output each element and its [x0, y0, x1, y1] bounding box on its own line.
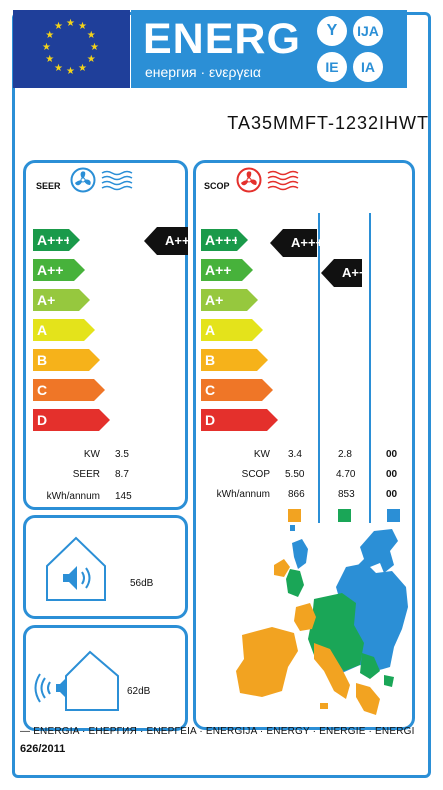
flag-star: ★ [86, 54, 96, 65]
scop-rating-arrow-2: A++ [321, 259, 367, 287]
flag-star: ★ [90, 42, 99, 53]
flag-star: ★ [42, 42, 51, 53]
scop-row-value-kwh-2: 853 [338, 489, 355, 500]
energy-title: ENERG [143, 15, 301, 63]
outdoor-noise-panel: 62dB [23, 625, 188, 731]
scop-scale-bar: A+ [201, 289, 258, 311]
fan-icon [236, 167, 262, 193]
lang-badge-y: Y [317, 16, 347, 46]
flag-star: ★ [78, 21, 87, 33]
flag-star: ★ [66, 18, 75, 29]
seer-scale-bar: A+++ [33, 229, 80, 251]
seer-scale-bar: C [33, 379, 105, 401]
seer-row-value-kw: 3.5 [115, 449, 129, 460]
scop-row-label-kwh: kWh/annum [216, 489, 270, 500]
model-number: TA35MMFT-1232IHWT [227, 113, 429, 133]
flag-star: ★ [45, 30, 55, 41]
climate-square-warmer [288, 509, 301, 522]
scop-scale-bar: A+++ [201, 229, 248, 251]
scop-row-value-kw-3: 00 [386, 449, 398, 460]
scop-title: SCOP [204, 181, 230, 191]
scop-scale-bar: D [201, 409, 278, 431]
lang-badge-ia: IA [353, 52, 383, 82]
scop-row-value-kw-2: 2.8 [338, 449, 352, 460]
scop-row-value-scop-3: 00 [386, 469, 398, 480]
flag-star: ★ [45, 54, 55, 65]
seer-rating-arrow: A+++ [144, 227, 197, 255]
eu-flag: ★ ★ ★ ★ ★ ★ ★ ★ ★ ★ ★ ★ [13, 10, 130, 88]
flag-star: ★ [54, 21, 63, 33]
scop-row-value-kwh-3: 00 [386, 489, 398, 500]
scop-scale-bar: A [201, 319, 263, 341]
lang-badge-ie: IE [317, 52, 347, 82]
seer-row-label-kwh: kWh/annum [46, 491, 100, 502]
footer-languages-text: ENERGIA · ЕНЕРГИЯ · ΕΝΕΡΓΕΙΑ · ENERGIJA … [33, 726, 415, 737]
seer-row-value-kwh: 145 [115, 491, 132, 502]
cold-air-icon [101, 170, 133, 191]
outdoor-noise-value: 62dB [127, 686, 151, 697]
fan-icon [70, 167, 96, 193]
seer-scale-bar: A [33, 319, 95, 341]
seer-scale-bar: D [33, 409, 110, 431]
flag-star: ★ [78, 62, 87, 74]
seer-title: SEER [36, 181, 61, 191]
footer-languages: — ENERGIA · ЕНЕРГИЯ · ΕΝΕΡΓΕΙΑ · ENERGIJ… [20, 726, 415, 737]
energy-header: ENERG енергия · ενεργεια Y IJA IE IA [131, 10, 407, 88]
scop-row-value-kw-1: 3.4 [288, 449, 302, 460]
flag-star: ★ [66, 66, 75, 77]
energy-subtitle: енергия · ενεργεια [145, 64, 261, 80]
scop-scale-bar: A++ [201, 259, 253, 281]
scop-row-label-kw: KW [253, 449, 270, 460]
indoor-noise-panel: 56dB [23, 515, 188, 619]
outdoor-unit-speaker-icon [34, 650, 119, 711]
flag-star: ★ [86, 30, 96, 41]
climate-square-colder [387, 509, 400, 522]
heat-air-icon [267, 170, 299, 191]
climate-divider-1 [318, 213, 320, 523]
indoor-noise-value: 56dB [130, 578, 154, 589]
lang-badge-ija: IJA [353, 16, 383, 46]
scop-row-value-kwh-1: 866 [288, 489, 305, 500]
climate-square-average [338, 509, 351, 522]
seer-scale-bar: A+ [33, 289, 90, 311]
scop-panel: SCOP A+++ A++ A+ A B C D A+++ A++ KW 3.4 2.8 0… [193, 160, 415, 730]
flag-star: ★ [54, 62, 63, 74]
climate-divider-2 [369, 213, 371, 523]
scop-scale-bar: B [201, 349, 268, 371]
scop-scale-bar: C [201, 379, 273, 401]
europe-climate-map [236, 525, 408, 715]
seer-scale-bar: B [33, 349, 100, 371]
seer-scale-bar: A++ [33, 259, 85, 281]
indoor-unit-speaker-icon [46, 536, 106, 601]
seer-row-label-kw: KW [83, 449, 100, 460]
seer-panel: SEER A+++ A++ A+ A B C D A+++ KW 3.5 SEER 8.7 … [23, 160, 197, 510]
seer-row-value-seer: 8.7 [115, 469, 129, 480]
scop-rating-arrow-1: A+++ [270, 229, 323, 257]
seer-row-label-seer: SEER [72, 469, 100, 480]
regulation-number: 626/2011 [20, 743, 66, 755]
scop-row-value-scop-1: 5.50 [285, 469, 305, 480]
scop-row-value-scop-2: 4.70 [336, 469, 356, 480]
scop-row-label-scop: SCOP [241, 469, 270, 480]
